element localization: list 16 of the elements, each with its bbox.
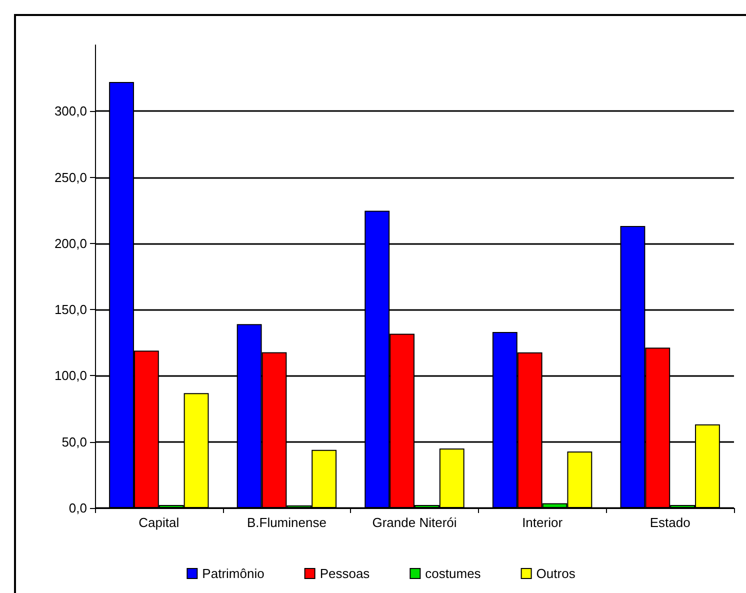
y-tick-label: 50,0 (62, 434, 87, 450)
x-tick-label: Grande Niterói (372, 515, 457, 530)
x-tick-label: B.Fluminense (246, 515, 326, 530)
y-tick-label: 100,0 (54, 368, 87, 384)
legend-label: Outros (536, 566, 576, 581)
y-tick-label: 150,0 (54, 302, 87, 318)
legend-label: Pessoas (320, 566, 370, 581)
y-tick-label: 300,0 (54, 104, 87, 119)
legend-label: Patrimônio (202, 566, 264, 581)
x-tick-label: Interior (522, 515, 564, 530)
x-tick-label: Estado (650, 515, 690, 530)
y-tick-label: 0,0 (68, 500, 87, 516)
x-tick-label: Capital (138, 515, 180, 530)
legend-label: costumes (425, 566, 482, 581)
y-tick-label: 250,0 (54, 170, 87, 185)
y-tick-label: 200,0 (54, 236, 87, 251)
